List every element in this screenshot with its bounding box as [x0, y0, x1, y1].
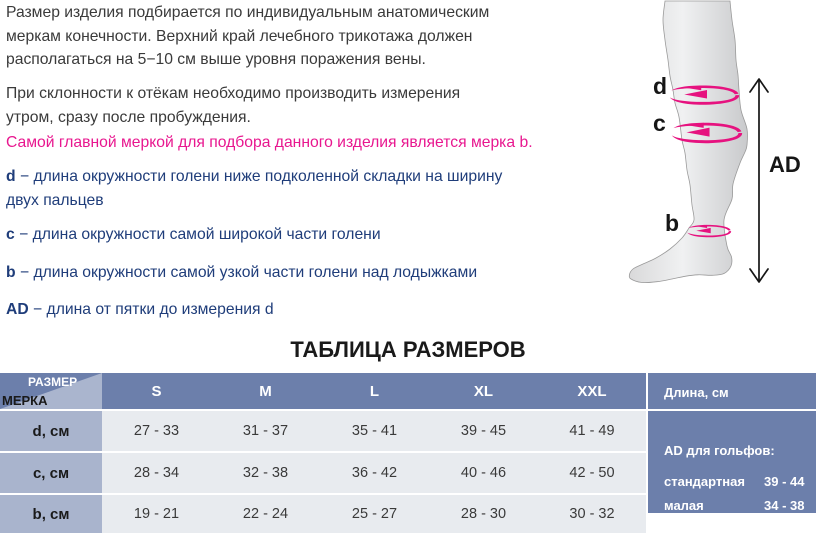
svg-text:b: b	[665, 210, 679, 236]
svg-text:c: c	[653, 110, 666, 136]
svg-text:AD: AD	[769, 152, 801, 177]
svg-text:d: d	[653, 73, 667, 99]
